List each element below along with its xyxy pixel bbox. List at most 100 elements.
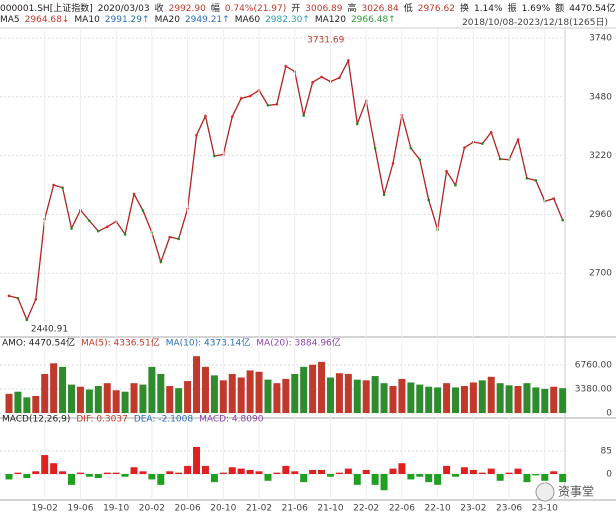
price-point xyxy=(373,147,377,150)
bar xyxy=(559,388,567,413)
bar xyxy=(121,391,129,413)
bar xyxy=(273,383,281,413)
bar xyxy=(452,387,459,413)
bar xyxy=(425,474,433,483)
bar xyxy=(353,474,361,485)
bar xyxy=(559,474,567,483)
y-tick-label: 0 xyxy=(606,409,612,419)
bar xyxy=(228,373,236,413)
quote-field: 幅 xyxy=(210,4,220,14)
bar xyxy=(416,384,424,413)
y-tick-label: 2960 xyxy=(589,210,612,220)
bar xyxy=(318,361,326,413)
watermark: 资事堂 xyxy=(558,485,594,499)
quote-field: 高 xyxy=(347,4,357,14)
bar xyxy=(541,474,549,481)
y-tick-label: 3380.00 xyxy=(575,384,612,394)
y-tick-label: 2700 xyxy=(589,269,612,279)
bar xyxy=(452,474,459,477)
bar xyxy=(407,474,415,480)
bar xyxy=(246,469,254,475)
quote-field: 4470.54亿 xyxy=(569,4,616,14)
bar xyxy=(505,472,513,475)
bar xyxy=(335,373,343,413)
quote-field: 开 xyxy=(291,4,301,14)
bar xyxy=(326,474,334,477)
bar xyxy=(130,383,138,413)
date-range: 2018/10/08-2023/12/18(1265日) xyxy=(462,18,608,28)
bar xyxy=(228,467,236,475)
bar xyxy=(326,377,334,413)
quote-field: 额 xyxy=(555,4,565,14)
price-point xyxy=(284,64,288,68)
price-point xyxy=(561,218,564,222)
panel-legend: MA(20): 3884.96亿 xyxy=(256,337,341,349)
bar xyxy=(371,474,379,485)
x-tick-label: 20-10 xyxy=(210,504,236,514)
x-tick-label: 19-06 xyxy=(67,504,93,514)
bar xyxy=(201,366,209,413)
y-tick-label: 3220 xyxy=(589,151,612,161)
panel-legend: MA(5): 4336.51亿 xyxy=(81,337,160,349)
ma-name: MA120 xyxy=(314,15,346,25)
bar xyxy=(514,468,522,475)
bar xyxy=(94,386,102,413)
bar xyxy=(94,474,102,479)
bar xyxy=(166,386,174,413)
price-point xyxy=(70,227,73,230)
ma-legend: MA5 2964.68↓ MA10 2991.29↑ MA20 2949.21↑ MA60 2… xyxy=(0,15,401,25)
price-point xyxy=(320,75,323,79)
price-point xyxy=(534,179,538,182)
bar xyxy=(505,385,513,413)
x-tick-label: 23-10 xyxy=(532,504,558,514)
quote-field: 收 xyxy=(154,4,164,14)
bar xyxy=(273,472,281,475)
price-point xyxy=(159,260,163,264)
price-point xyxy=(105,225,109,229)
quote-field: 2020/03/03 xyxy=(97,4,150,14)
bar xyxy=(246,370,254,413)
bar xyxy=(5,474,13,480)
bar xyxy=(460,467,468,475)
bar xyxy=(219,472,227,475)
bar xyxy=(487,468,495,475)
bar xyxy=(76,472,84,475)
price-line xyxy=(8,58,564,322)
bar xyxy=(175,388,183,413)
price-point xyxy=(302,114,305,117)
bar xyxy=(550,471,558,475)
bar xyxy=(460,386,468,413)
bar xyxy=(85,389,93,413)
bar xyxy=(41,455,49,475)
price-point xyxy=(552,197,556,200)
bar xyxy=(443,383,451,413)
price-point xyxy=(463,146,466,149)
bar xyxy=(264,474,272,481)
bar xyxy=(398,463,406,475)
y-tick-label: 85 xyxy=(601,447,612,457)
x-tick-label: 22-06 xyxy=(389,504,415,514)
price-point xyxy=(204,114,207,118)
bar xyxy=(380,474,388,491)
bar xyxy=(344,373,352,413)
price-point xyxy=(123,233,127,236)
bar xyxy=(291,471,299,475)
bar xyxy=(532,387,540,413)
bar xyxy=(41,373,49,413)
bar xyxy=(32,471,40,475)
bar xyxy=(103,472,111,475)
bar xyxy=(103,383,111,413)
price-point xyxy=(480,142,484,145)
bar xyxy=(237,468,245,475)
ma-name: MA10 xyxy=(74,15,100,25)
price-point xyxy=(427,198,431,202)
bar xyxy=(59,471,67,475)
price-point xyxy=(7,294,11,298)
bar xyxy=(210,474,218,483)
x-tick-label: 19-10 xyxy=(103,504,129,514)
bar xyxy=(85,474,93,477)
price-point xyxy=(338,76,341,80)
bar xyxy=(523,383,531,413)
bar xyxy=(353,379,361,413)
